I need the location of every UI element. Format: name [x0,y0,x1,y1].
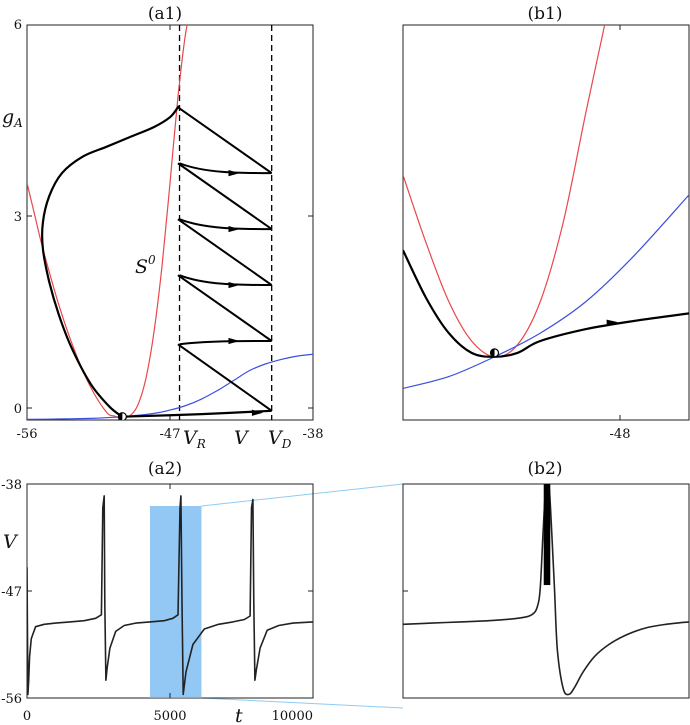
b2-voltage-zoom [403,484,689,696]
a1-tick-marks [27,24,313,420]
title-b1: (b1) [528,4,563,24]
a1-reset-diagonal [177,106,273,174]
a1-flow-arrow [228,225,240,233]
title-a1: (a1) [148,4,182,24]
a2-xtick-0: 0 [23,709,31,724]
b1-red-nullcline [403,25,606,358]
a2-highlight-region [149,506,202,698]
a1-bottom-arrow [251,409,264,416]
title-b2: (b2) [528,459,563,479]
a1-xtick-47: -47 [160,427,181,442]
equilibrium-point-fill [490,348,495,357]
b1-blue-nullcline [403,194,689,389]
a2-xtick-10000: 10000 [272,709,313,724]
a2-tick-marks [27,484,313,698]
a1-ytick-0: 0 [14,402,22,417]
a1-xlabel: V [234,427,250,449]
b1-flow-arrow [606,319,618,326]
a1-flow-segment [179,218,272,231]
equilibrium-point-fill [118,412,123,420]
a1-ylabel: gA [2,106,23,130]
a1-blue-nullcline [27,353,313,420]
a1-ytick-3: 3 [14,210,22,225]
a1-reset-diagonal [177,274,273,342]
a1-s0-label: S0 [135,253,156,278]
a1-xtick-56: -56 [17,427,38,442]
a1-reset-diagonal [177,218,273,286]
a1-flow-arrow [228,170,240,177]
a1-flow-arrow [228,281,240,289]
a1-ytick-6: 6 [14,18,22,33]
b1-xtick-48: -48 [610,427,631,442]
a1-reset-diagonal [177,162,273,230]
a2-xtick-5000: 5000 [153,709,186,724]
plot-frame-b1 [402,24,690,421]
a1-black-trajectory [40,105,180,418]
a2-ytick-38: -38 [1,478,22,493]
a1-flow-arrow [228,337,240,345]
b1-black-trajectory [403,249,689,358]
plot-frame-a1 [26,24,314,421]
a2-ytick-47: -47 [1,585,22,600]
a2-xlabel: t [235,705,243,725]
a1-red-nullcline [27,25,188,419]
a1-flow-segment [179,340,272,346]
a1-flow-segment [179,162,272,175]
zoom-connector-top [201,483,404,507]
zoom-connector-bottom [201,697,404,709]
a2-ytick-56: -56 [1,692,22,707]
a2-plot-area [27,495,313,696]
a1-flow-segment [179,274,272,287]
b2-plot-area [403,484,689,696]
a1-vd-label: VD [268,427,292,451]
title-a2: (a2) [148,459,182,479]
a1-plot-area [27,25,313,420]
a1-xtick-38: -38 [303,427,324,442]
a1-black-flow-bottom [122,409,272,418]
b2-spike-band [543,484,551,586]
a2-voltage-trace [27,495,313,696]
a2-ylabel: V [3,531,19,553]
a1-vr-label: VR [183,427,206,451]
a1-reset-diagonal [177,343,273,412]
b1-plot-area [403,25,689,389]
